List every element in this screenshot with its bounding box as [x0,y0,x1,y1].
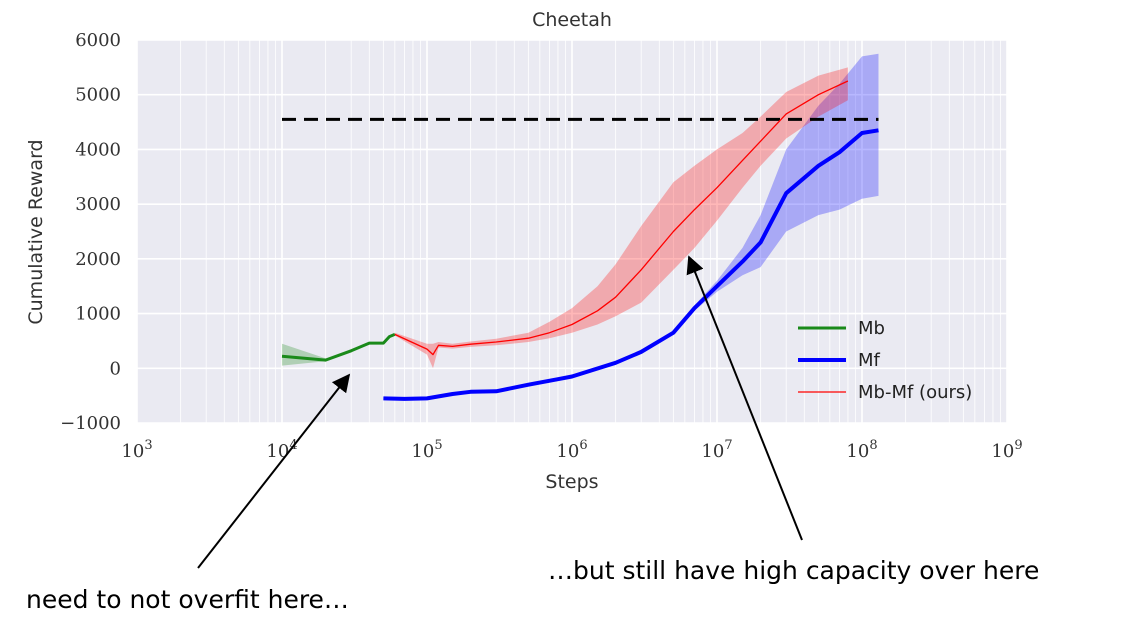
legend-label: Mf [858,350,881,371]
series-line [383,128,879,401]
series-lines [281,80,879,401]
y-tick-label: 6000 [75,30,121,51]
legend: Mb Mf Mb-Mf (ours) [798,318,972,403]
x-tick-label: 107 [701,438,732,462]
x-tick-label: 108 [846,438,877,462]
x-axis-label: Steps [545,471,598,493]
annotation-arrow-right [686,255,803,541]
legend-label: Mb-Mf (ours) [858,382,972,403]
annotation-left-text: need to not overfit here… [26,585,349,614]
x-tick-label: 105 [411,438,442,462]
annotation-right-text: …but still have high capacity over here [548,556,1040,585]
series-line [394,80,849,356]
x-tick-label: 104 [266,438,297,462]
confidence-band [383,53,879,401]
series-line [281,333,396,362]
legend-label: Mb [858,318,885,339]
x-tick-label: 103 [121,438,152,462]
x-tick-label: 106 [556,438,587,462]
y-tick-label: 1000 [75,304,121,325]
y-tick-label: 2000 [75,249,121,270]
x-tick-label: 109 [991,438,1022,462]
tick-labels: 103 104 105 106 107 108 109 −1000 0 1000 2000 3000 4… [60,30,1022,462]
y-tick-label: 0 [110,358,121,379]
y-tick-label: 4000 [75,139,121,160]
annotation-arrow-left [197,373,351,569]
y-axis-label: Cumulative Reward [25,139,47,324]
confidence-band [394,67,848,369]
y-tick-label: −1000 [60,413,121,434]
y-tick-label: 3000 [75,194,121,215]
chart-title: Cheetah [532,9,612,31]
y-tick-label: 5000 [75,85,121,106]
